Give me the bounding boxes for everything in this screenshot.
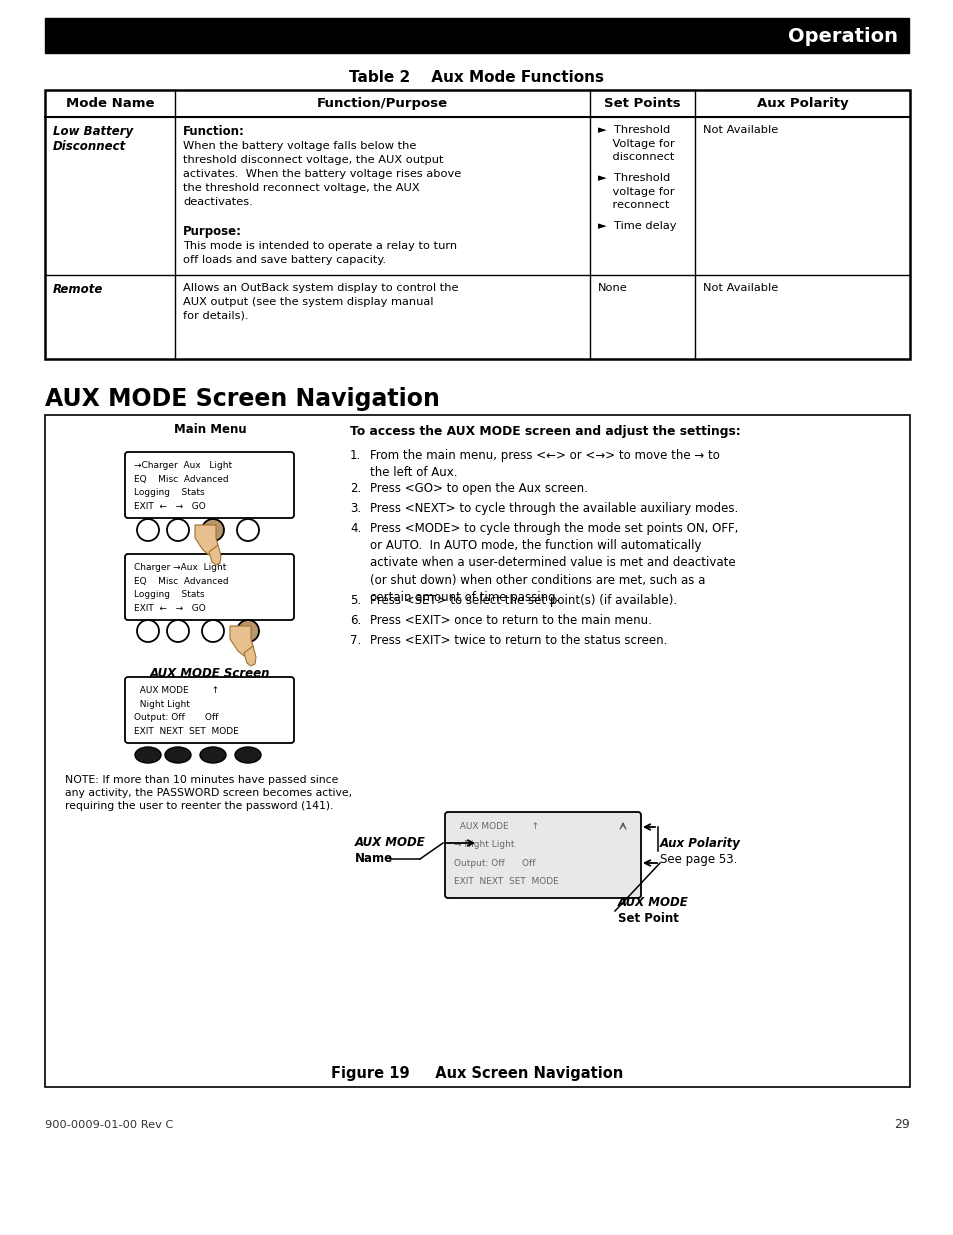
Text: Figure 19     Aux Screen Navigation: Figure 19 Aux Screen Navigation bbox=[331, 1066, 622, 1081]
Text: Low Battery: Low Battery bbox=[53, 125, 133, 138]
Text: Logging    Stats: Logging Stats bbox=[133, 488, 204, 496]
Text: This mode is intended to operate a relay to turn
off loads and save battery capa: This mode is intended to operate a relay… bbox=[183, 241, 456, 266]
Text: 29: 29 bbox=[893, 1119, 909, 1131]
Text: 3.: 3. bbox=[350, 501, 361, 515]
Text: 7.: 7. bbox=[350, 634, 361, 647]
Bar bbox=[45, 415, 909, 1087]
Text: Main Menu: Main Menu bbox=[173, 424, 246, 436]
Circle shape bbox=[167, 519, 189, 541]
Text: Table 2    Aux Mode Functions: Table 2 Aux Mode Functions bbox=[349, 69, 604, 84]
FancyBboxPatch shape bbox=[125, 452, 294, 517]
Bar bbox=[45, 90, 909, 359]
Text: Press <MODE> to cycle through the mode set points ON, OFF,
or AUTO.  In AUTO mod: Press <MODE> to cycle through the mode s… bbox=[370, 522, 738, 604]
Polygon shape bbox=[244, 646, 255, 666]
Text: 4.: 4. bbox=[350, 522, 361, 535]
Text: Output: Off       Off: Output: Off Off bbox=[133, 713, 218, 722]
Text: AUX MODE        ↑: AUX MODE ↑ bbox=[133, 685, 219, 695]
Text: Mode Name: Mode Name bbox=[66, 98, 154, 110]
Text: 6.: 6. bbox=[350, 614, 361, 627]
Text: Allows an OutBack system display to control the
AUX output (see the system displ: Allows an OutBack system display to cont… bbox=[183, 283, 458, 321]
Text: AUX MODE Screen: AUX MODE Screen bbox=[150, 667, 270, 680]
Text: Function/Purpose: Function/Purpose bbox=[316, 98, 448, 110]
Circle shape bbox=[137, 519, 159, 541]
Text: Press <EXIT> twice to return to the status screen.: Press <EXIT> twice to return to the stat… bbox=[370, 634, 667, 647]
FancyBboxPatch shape bbox=[125, 677, 294, 743]
FancyBboxPatch shape bbox=[444, 811, 640, 898]
Text: Logging    Stats: Logging Stats bbox=[133, 590, 204, 599]
Circle shape bbox=[202, 620, 224, 642]
Ellipse shape bbox=[165, 747, 191, 763]
Text: AUX MODE        ↑: AUX MODE ↑ bbox=[454, 821, 538, 831]
Text: Disconnect: Disconnect bbox=[53, 140, 126, 153]
Circle shape bbox=[137, 620, 159, 642]
Text: Press <EXIT> once to return to the main menu.: Press <EXIT> once to return to the main … bbox=[370, 614, 651, 627]
Polygon shape bbox=[194, 525, 218, 555]
Text: Name: Name bbox=[355, 852, 393, 866]
Text: Press <NEXT> to cycle through the available auxiliary modes.: Press <NEXT> to cycle through the availa… bbox=[370, 501, 738, 515]
Text: NOTE: If more than 10 minutes have passed since
any activity, the PASSWORD scree: NOTE: If more than 10 minutes have passe… bbox=[65, 776, 352, 811]
Circle shape bbox=[236, 519, 258, 541]
Text: None: None bbox=[598, 283, 627, 293]
Text: Set Points: Set Points bbox=[603, 98, 680, 110]
Circle shape bbox=[202, 519, 224, 541]
Text: Aux Polarity: Aux Polarity bbox=[756, 98, 847, 110]
Text: From the main menu, press <←> or <→> to move the → to
the left of Aux.: From the main menu, press <←> or <→> to … bbox=[370, 450, 720, 479]
Text: Press <GO> to open the Aux screen.: Press <GO> to open the Aux screen. bbox=[370, 482, 587, 495]
Text: Charger →Aux  Light: Charger →Aux Light bbox=[133, 563, 226, 572]
Polygon shape bbox=[230, 626, 253, 656]
Text: EQ    Misc  Advanced: EQ Misc Advanced bbox=[133, 577, 229, 585]
Polygon shape bbox=[209, 545, 221, 564]
FancyBboxPatch shape bbox=[125, 555, 294, 620]
Text: EXIT  ←   →   GO: EXIT ← → GO bbox=[133, 501, 206, 510]
Text: Set Point: Set Point bbox=[618, 913, 679, 925]
Text: EXIT  NEXT  SET  MODE: EXIT NEXT SET MODE bbox=[133, 726, 238, 736]
Text: ►  Threshold
    voltage for
    reconnect: ► Threshold voltage for reconnect bbox=[598, 173, 674, 210]
Text: EQ    Misc  Advanced: EQ Misc Advanced bbox=[133, 474, 229, 484]
Circle shape bbox=[167, 620, 189, 642]
Text: AUX MODE: AUX MODE bbox=[355, 836, 425, 850]
Text: Not Available: Not Available bbox=[702, 283, 778, 293]
Text: When the battery voltage falls below the
threshold disconnect voltage, the AUX o: When the battery voltage falls below the… bbox=[183, 141, 460, 207]
Text: Night Light: Night Light bbox=[133, 699, 190, 709]
Text: 1.: 1. bbox=[350, 450, 361, 462]
Text: Aux Polarity: Aux Polarity bbox=[659, 836, 740, 850]
Text: EXIT  ←   →   GO: EXIT ← → GO bbox=[133, 604, 206, 613]
Ellipse shape bbox=[135, 747, 161, 763]
Text: To access the AUX MODE screen and adjust the settings:: To access the AUX MODE screen and adjust… bbox=[350, 425, 740, 438]
Text: Operation: Operation bbox=[787, 26, 897, 46]
Text: Function:: Function: bbox=[183, 125, 245, 138]
Text: ►  Threshold
    Voltage for
    disconnect: ► Threshold Voltage for disconnect bbox=[598, 125, 674, 162]
Text: 900-0009-01-00 Rev C: 900-0009-01-00 Rev C bbox=[45, 1120, 173, 1130]
Text: ►  Time delay: ► Time delay bbox=[598, 221, 676, 231]
Text: →Charger  Aux   Light: →Charger Aux Light bbox=[133, 461, 232, 471]
Text: AUX MODE: AUX MODE bbox=[618, 897, 688, 909]
Text: Output: Off      Off: Output: Off Off bbox=[454, 858, 535, 868]
Text: Not Available: Not Available bbox=[702, 125, 778, 135]
Text: EXIT  NEXT  SET  MODE: EXIT NEXT SET MODE bbox=[454, 877, 558, 887]
Text: AUX MODE Screen Navigation: AUX MODE Screen Navigation bbox=[45, 387, 439, 411]
Text: See page 53.: See page 53. bbox=[659, 852, 737, 866]
Text: 2.: 2. bbox=[350, 482, 361, 495]
Text: Remote: Remote bbox=[53, 283, 103, 296]
Text: → Night Light: → Night Light bbox=[454, 840, 514, 850]
Ellipse shape bbox=[200, 747, 226, 763]
Bar bbox=[45, 19, 908, 53]
Ellipse shape bbox=[234, 747, 261, 763]
Text: Press <SET> to select the set point(s) (if available).: Press <SET> to select the set point(s) (… bbox=[370, 594, 677, 606]
Circle shape bbox=[236, 620, 258, 642]
Text: 5.: 5. bbox=[350, 594, 361, 606]
Text: Purpose:: Purpose: bbox=[183, 225, 242, 238]
